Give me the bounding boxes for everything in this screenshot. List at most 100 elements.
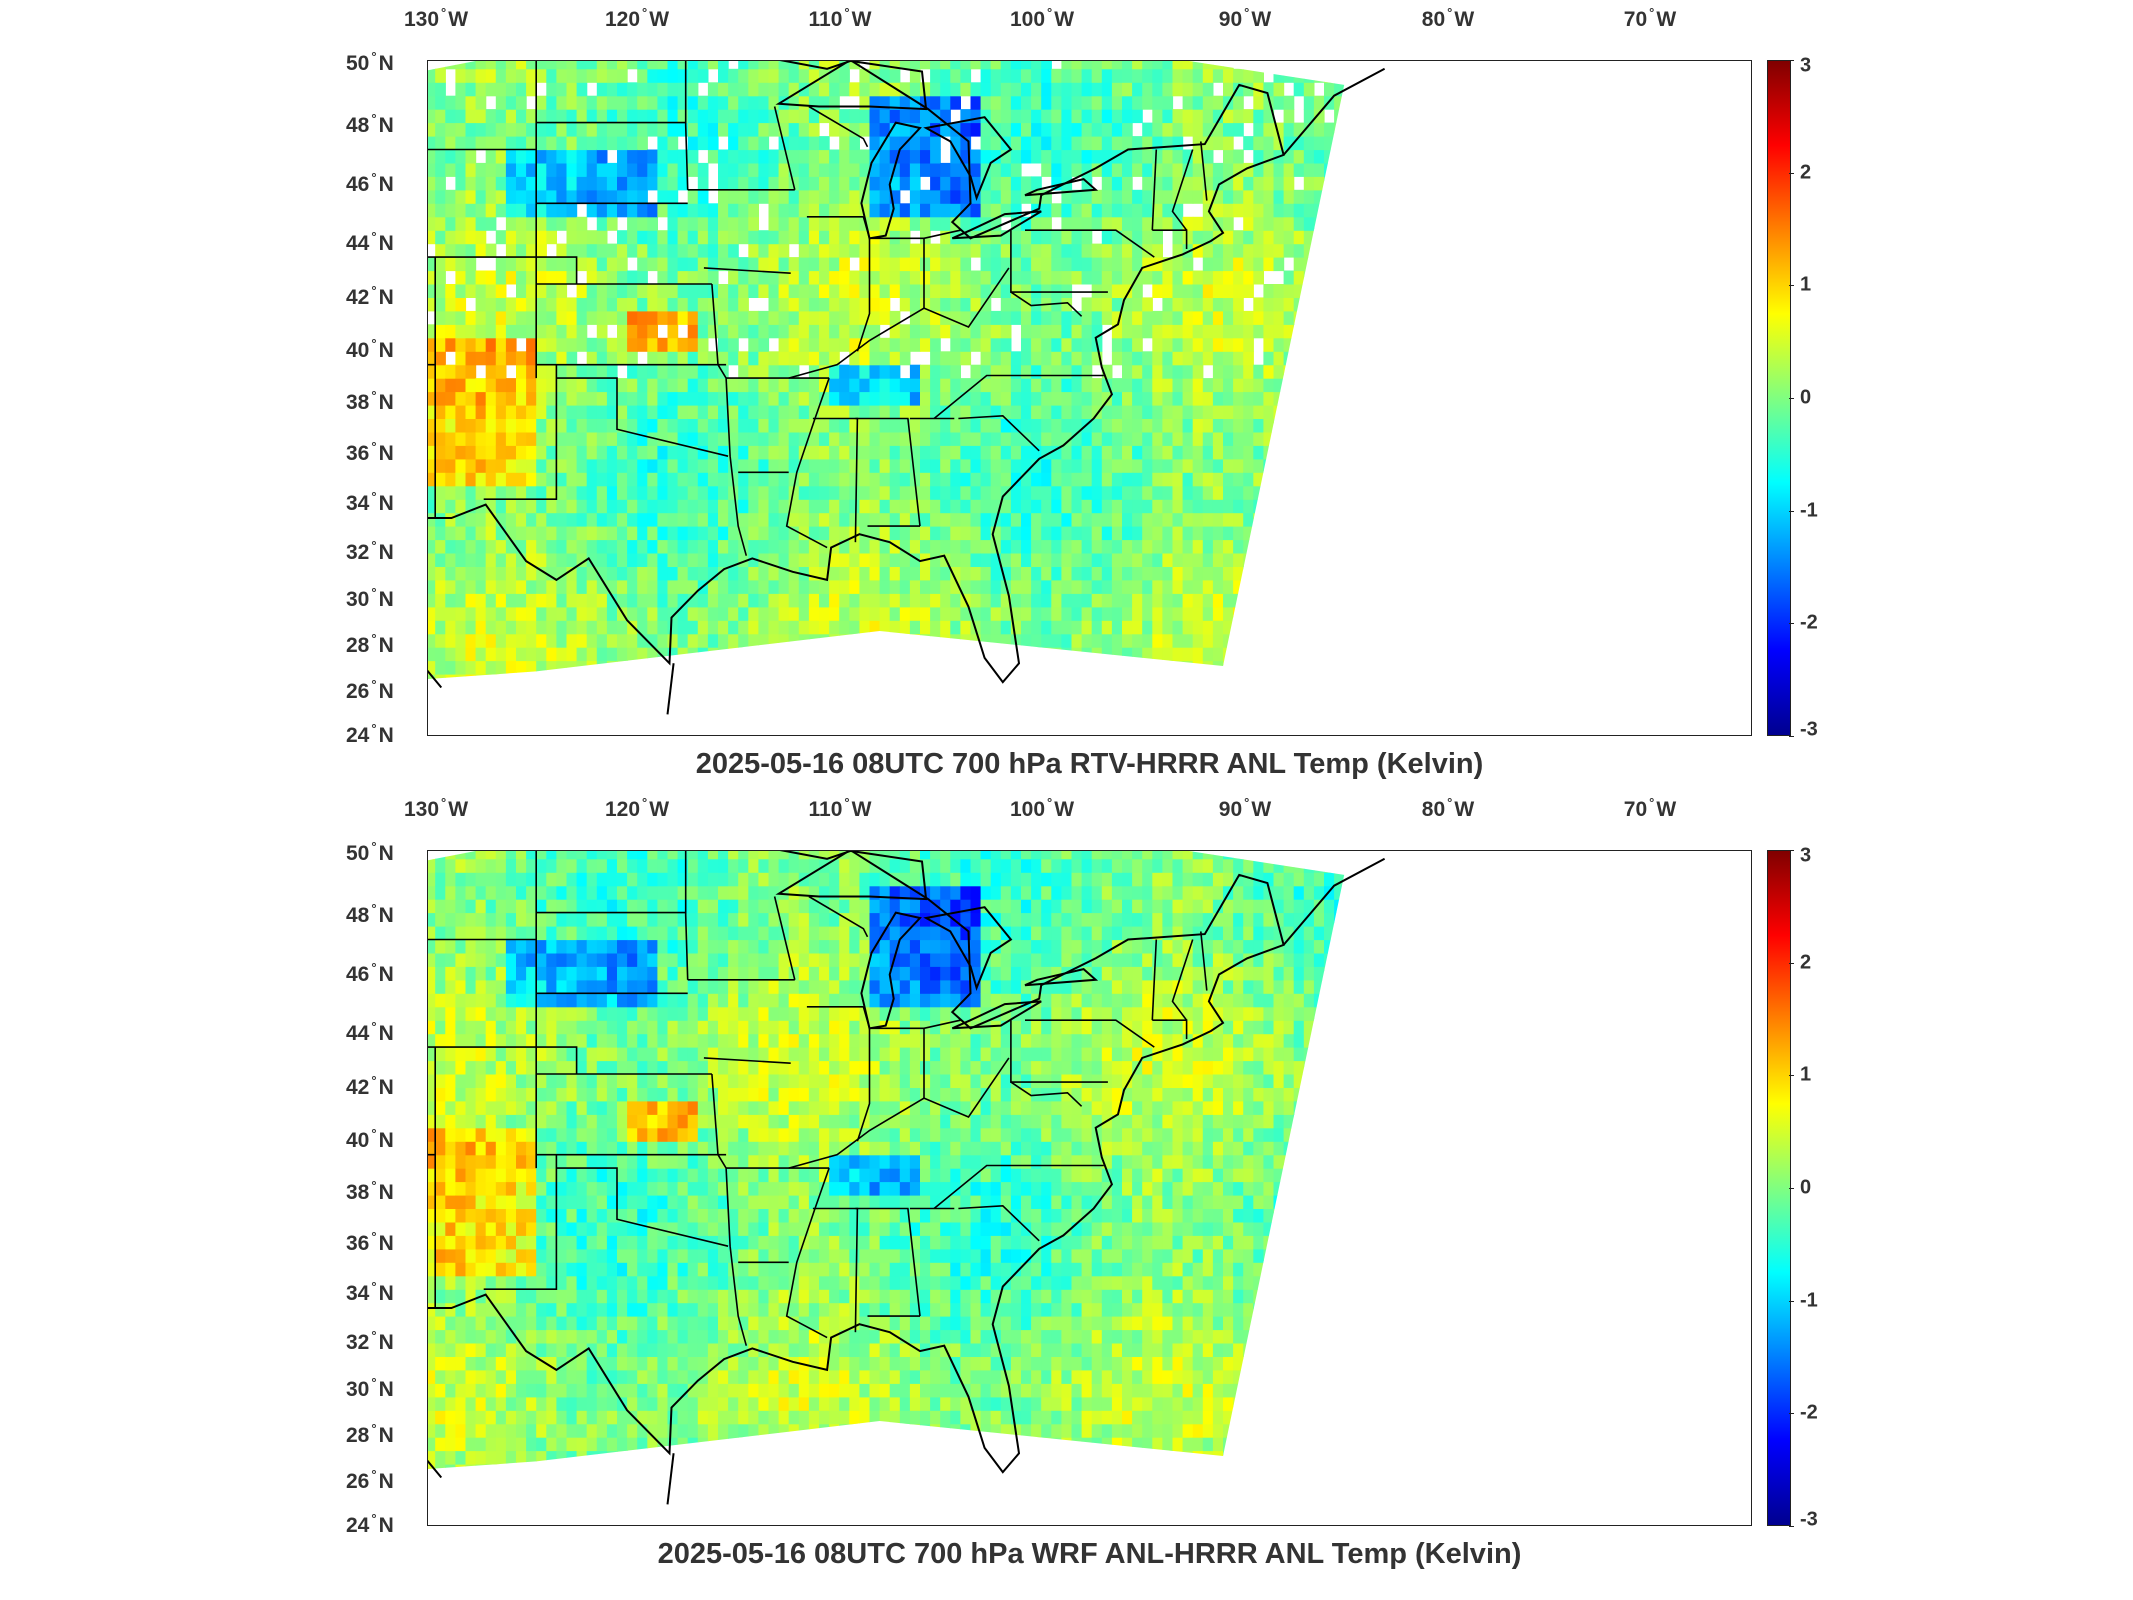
lat-label: 42 °N [346, 1073, 394, 1099]
panel-title: 2025-05-16 08UTC 700 hPa WRF ANL-HRRR AN… [657, 1538, 1522, 1570]
great-lake-outline [1024, 968, 1099, 987]
state-boundary [856, 238, 871, 352]
great-lake-outline [923, 116, 1013, 201]
lat-label: 28 °N [346, 1421, 394, 1447]
lat-label: 24 °N [346, 1511, 394, 1537]
mexico-coastline [666, 663, 675, 715]
state-boundary [1151, 149, 1158, 231]
lat-label: 44 °N [346, 229, 394, 255]
state-boundary [1200, 931, 1208, 991]
colorbar-tick-label: 3 [1800, 844, 1812, 867]
state-boundary [933, 374, 1104, 420]
lat-label: 46 °N [346, 960, 394, 986]
map-frame [427, 850, 1752, 1526]
colorbar [1767, 60, 1791, 736]
great-lake-outline [860, 911, 922, 1030]
colorbar-tick-label: 0 [1800, 386, 1812, 409]
colorbar-tick-mark [1789, 1300, 1794, 1302]
panel-top: 130 °W 120 °W 110 °W 100 °W 90 °W 80 °W 70 °W 50 °N 48 °… [346, 5, 1818, 780]
lon-label: 120 °W [604, 795, 670, 821]
lon-label: 130 °W [403, 795, 469, 821]
state-boundary [855, 1207, 921, 1317]
great-lake-outline [775, 61, 928, 111]
lat-label: 32 °N [346, 538, 394, 564]
state-boundary [556, 1167, 729, 1247]
lat-label: 40 °N [346, 336, 394, 362]
great-lake-outline [923, 906, 1013, 991]
state-boundary [684, 61, 689, 190]
lon-label: 90 °W [1218, 795, 1272, 821]
state-boundary [703, 267, 791, 274]
state-boundary [703, 1057, 791, 1064]
colorbar-tick-mark [1789, 1413, 1794, 1415]
lon-label: 80 °W [1421, 795, 1475, 821]
state-boundary [1025, 229, 1155, 258]
great-lake-outline [1024, 178, 1099, 197]
lat-label: 48 °N [346, 111, 394, 137]
state-boundary [1171, 939, 1194, 1021]
state-boundary [1200, 141, 1208, 201]
lat-label: 38 °N [346, 388, 394, 414]
temperature-difference-map [428, 851, 1386, 1505]
colorbar-tick-mark [1789, 1075, 1794, 1077]
colorbar-tick-mark [1789, 850, 1794, 851]
state-boundary [1010, 291, 1083, 317]
canada-coastline [1282, 67, 1386, 156]
panel-title: 2025-05-16 08UTC 700 hPa RTV-HRRR ANL Te… [695, 748, 1484, 780]
state-boundary [788, 1057, 1010, 1169]
colorbar-tick-label: 2 [1800, 161, 1812, 184]
colorbar-tick-label: -3 [1800, 1508, 1818, 1531]
state-boundary [684, 851, 689, 980]
colorbar-tick-mark [1789, 285, 1794, 287]
state-boundary [428, 363, 436, 518]
colorbar-tick-label: -2 [1800, 1401, 1818, 1424]
lat-label: 50 °N [346, 839, 394, 865]
state-boundary [773, 896, 796, 980]
great-lake-outline [860, 121, 922, 240]
state-boundary [1171, 149, 1194, 231]
colorbar-tick-mark [1789, 510, 1794, 512]
colorbar-tick-mark [1789, 736, 1794, 737]
state-boundary [1152, 1019, 1188, 1039]
state-boundary [711, 1073, 748, 1346]
map-boundaries [428, 61, 1386, 715]
colorbar-tick-label: -2 [1800, 611, 1818, 634]
great-lake-outline [951, 210, 1042, 240]
lat-label: 36 °N [346, 1229, 394, 1255]
state-boundary [862, 1006, 871, 1029]
temperature-difference-map [428, 61, 1386, 715]
us-coastline [428, 851, 1285, 1474]
map-frame [427, 60, 1752, 736]
state-boundary [933, 1164, 1104, 1210]
lat-label: 32 °N [346, 1328, 394, 1354]
colorbar-tick-label: 0 [1800, 1176, 1812, 1199]
lat-label: 26 °N [346, 1467, 394, 1493]
state-boundary [1010, 1081, 1083, 1107]
lon-label: 70 °W [1623, 795, 1677, 821]
lat-label: 34 °N [346, 1279, 394, 1305]
state-boundary [1151, 939, 1158, 1021]
lon-label: 130 °W [403, 5, 469, 31]
state-boundary [428, 1153, 436, 1308]
lat-label: 40 °N [346, 1126, 394, 1152]
colorbar-tick-mark [1789, 398, 1794, 399]
lon-label: 120 °W [604, 5, 670, 31]
lon-label: 90 °W [1218, 5, 1272, 31]
state-boundary [785, 377, 830, 549]
lon-label: 70 °W [1623, 5, 1677, 31]
state-boundary [483, 1154, 558, 1290]
state-boundary [536, 1046, 578, 1074]
colorbar-tick-mark [1789, 623, 1794, 625]
lat-label: 30 °N [346, 585, 394, 611]
colorbar-tick-label: -1 [1800, 499, 1818, 522]
temperature-field [428, 61, 1345, 683]
state-boundary [862, 216, 871, 239]
lat-label: 34 °N [346, 489, 394, 515]
lat-label: 30 °N [346, 1375, 394, 1401]
state-boundary [1010, 1020, 1108, 1083]
colorbar-tick-label: -3 [1800, 718, 1818, 741]
colorbar-tick-mark [1789, 962, 1794, 964]
us-coastline [428, 61, 1285, 684]
lat-label: 44 °N [346, 1019, 394, 1045]
colorbar-tick-mark [1789, 172, 1794, 174]
